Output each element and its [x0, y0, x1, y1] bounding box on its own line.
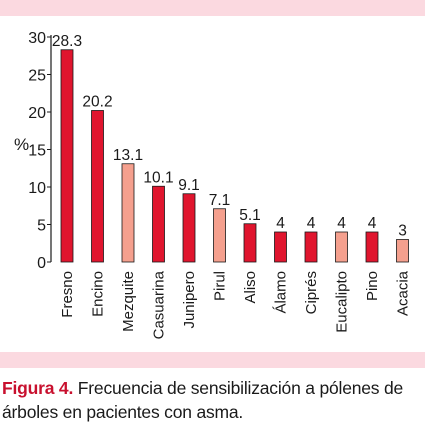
- bar: [182, 193, 196, 263]
- category-label: Eucalipto: [334, 271, 351, 333]
- data-label: 7.1: [209, 192, 231, 209]
- caption-band: [0, 352, 425, 368]
- y-tick-label: 15: [28, 143, 46, 160]
- category-label: Ciprés: [303, 271, 320, 314]
- bar: [243, 223, 257, 263]
- bar: [304, 231, 318, 263]
- y-tick-label: 5: [37, 218, 46, 235]
- category-label: Acacia: [395, 270, 412, 316]
- y-axis-label: %: [14, 135, 29, 154]
- category-label: Casuarina: [151, 270, 168, 339]
- category-label: Fresno: [59, 271, 76, 318]
- chart-labels: 28.3 Fresno 20.2 Encino 13.1 Mezquite 10.1 Casu…: [52, 33, 412, 340]
- bar: [335, 231, 348, 263]
- bar: [60, 49, 74, 263]
- bar: [396, 239, 409, 263]
- category-label: Mezquite: [120, 271, 137, 332]
- bar: [365, 231, 379, 263]
- bar: [152, 185, 165, 263]
- y-tick-label: 0: [37, 255, 46, 272]
- caption-label: Figura 4.: [2, 378, 74, 398]
- data-label: 5.1: [239, 207, 261, 224]
- y-tick-label: 25: [28, 68, 46, 85]
- bar: [213, 208, 226, 263]
- caption-text: Frecuencia de sensibilización a pólenes …: [2, 378, 404, 422]
- data-label: 13.1: [113, 147, 143, 164]
- category-label: Pino: [364, 271, 381, 301]
- data-label: 10.1: [143, 169, 173, 186]
- category-label: Aliso: [242, 271, 259, 304]
- category-label: Encino: [90, 271, 107, 317]
- data-label: 4: [307, 215, 316, 232]
- data-label: 4: [337, 215, 346, 232]
- y-tick-label: 20: [28, 105, 46, 122]
- y-tick-label: 10: [28, 180, 46, 197]
- data-label: 9.1: [178, 177, 200, 194]
- bar: [274, 231, 287, 263]
- figure-caption: Figura 4. Frecuencia de sensibilización …: [2, 376, 423, 424]
- category-label: Junipero: [181, 271, 198, 329]
- data-label: 20.2: [82, 94, 112, 111]
- bar: [121, 163, 135, 263]
- bar-chart: 0 5 10 15 20 25 30 28.3 Fresno 20.2 Encino 13.1 Mez…: [14, 30, 412, 340]
- data-label: 4: [276, 215, 285, 232]
- data-label: 28.3: [52, 33, 82, 50]
- bar: [91, 110, 104, 263]
- chart-axes: 0 5 10 15 20 25 30: [28, 30, 52, 272]
- data-label: 3: [398, 223, 407, 240]
- chart-bars: [60, 49, 409, 263]
- y-tick-label: 30: [28, 30, 46, 47]
- category-label: Álamo: [273, 271, 290, 314]
- data-label: 4: [368, 215, 377, 232]
- top-band: [0, 0, 425, 16]
- category-label: Pirul: [212, 271, 229, 301]
